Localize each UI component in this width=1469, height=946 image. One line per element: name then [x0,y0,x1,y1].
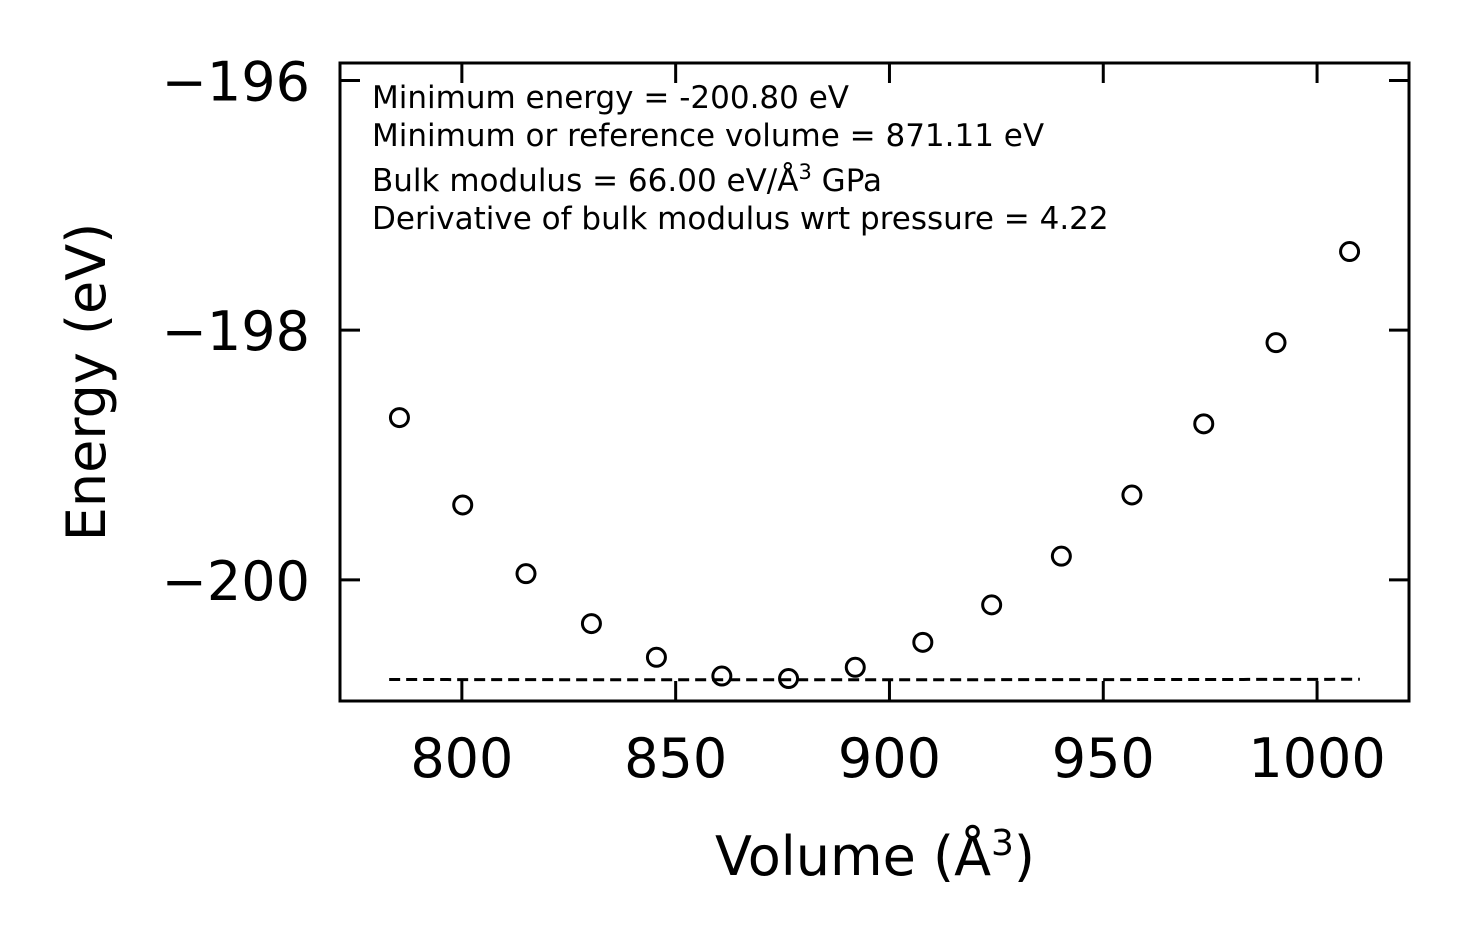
data-point [1121,484,1143,506]
data-point [1050,545,1072,567]
annotation-min-volume: Minimum or reference volume = 871.11 eV [372,118,1044,154]
x-tick-label: 800 [410,727,513,790]
data-points-layer [388,241,1361,690]
data-point [912,631,934,653]
y-tick-label: −200 [162,550,310,613]
y-tick-label: −196 [162,50,310,113]
y-tick-label: −198 [162,300,310,363]
ticks-layer: 800 850 900 950 1000 −196 −198 −200 [162,50,1409,790]
x-tick-label: 900 [838,727,941,790]
annotation-min-energy: Minimum energy = -200.80 eV [372,80,849,116]
x-tick-label: 950 [1052,727,1155,790]
data-point [711,665,733,687]
data-point [778,668,800,690]
y-axis-label: Energy (eV) [55,223,118,542]
x-tick-label: 1000 [1248,727,1385,790]
data-point [515,563,537,585]
data-point [645,646,667,668]
data-point [981,594,1003,616]
axes-layer [338,61,1411,703]
data-point [1265,332,1287,354]
data-point [580,613,602,635]
data-point [1193,413,1215,435]
data-point [1339,241,1361,263]
data-point [452,494,474,516]
data-point [844,656,866,678]
data-point [388,407,410,429]
x-axis-label: Volume (Å3) [715,823,1035,888]
annotation-bulk-modulus: Bulk modulus = 66.00 eV/Å3 GPa [372,160,882,199]
plot-frame [338,61,1411,703]
annotation-bulk-modulus-derivative: Derivative of bulk modulus wrt pressure … [372,201,1109,237]
x-tick-label: 850 [624,727,727,790]
